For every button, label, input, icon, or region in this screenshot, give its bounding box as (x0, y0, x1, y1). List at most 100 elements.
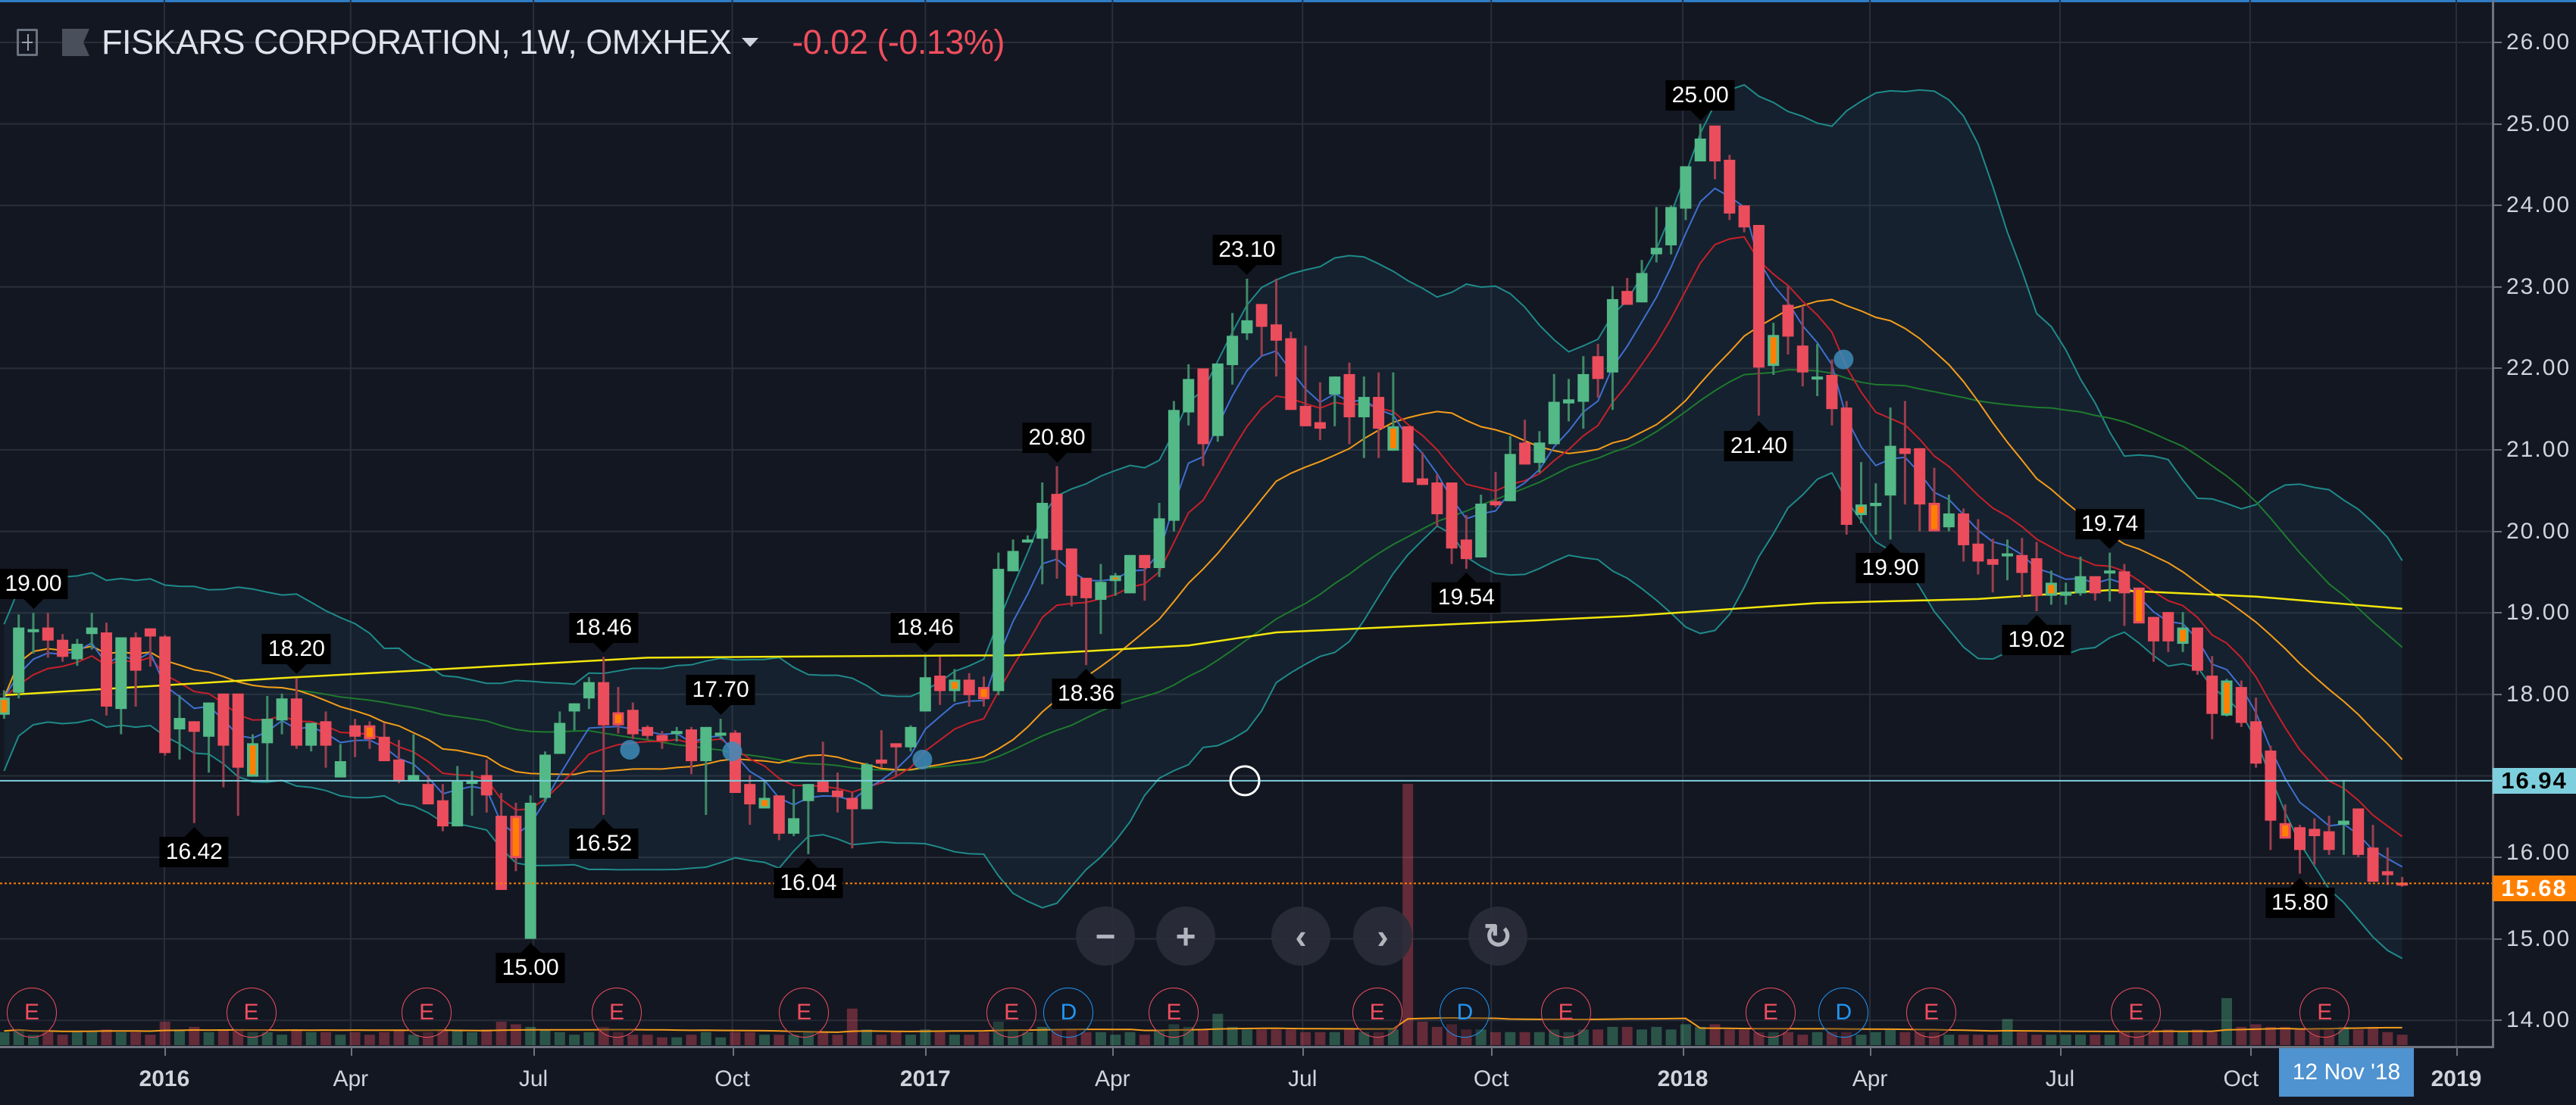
volume-bar (277, 1035, 288, 1045)
earnings-event-marker[interactable]: E (2299, 988, 2350, 1038)
dividend-event-marker[interactable]: D (1818, 988, 1869, 1038)
candle (949, 669, 961, 702)
candle-body (2148, 616, 2159, 641)
candle (1826, 359, 1838, 426)
time-tick-mark (1683, 1048, 1685, 1056)
volume-bar (2075, 1035, 2086, 1045)
candle-body (320, 721, 332, 746)
marker-value: 15.80 (2271, 889, 2329, 915)
marker-value: 19.54 (1437, 585, 1495, 610)
volume-bar (130, 1032, 142, 1045)
candle (2279, 804, 2291, 839)
candle (364, 721, 376, 749)
candle (1592, 344, 1604, 398)
volume-bar (452, 1029, 463, 1045)
earnings-event-marker[interactable]: E (226, 988, 277, 1038)
candle-body (1972, 543, 1984, 562)
candle (232, 693, 244, 816)
candle (1621, 277, 1633, 305)
volume-bar (291, 1029, 302, 1045)
volume-bar (1519, 1032, 1530, 1045)
candle-body (1636, 273, 1648, 303)
candle-body (480, 775, 492, 796)
volume-bar (846, 1008, 858, 1045)
marker-pointer (22, 598, 44, 610)
candle-body (832, 790, 843, 798)
candle (788, 788, 800, 837)
volume-bar (1271, 1029, 1282, 1045)
candle-body (174, 718, 186, 730)
chevron-down-icon[interactable] (742, 38, 759, 47)
scroll-right-button[interactable]: › (1353, 907, 1412, 966)
earnings-event-marker[interactable]: E (402, 988, 452, 1038)
zoom-in-button[interactable]: + (1156, 907, 1215, 966)
candle-body (393, 759, 405, 782)
candle-body (2323, 831, 2335, 851)
time-tick-mark (732, 1048, 734, 1056)
scroll-left-button[interactable]: ‹ (1271, 907, 1330, 966)
candle (1636, 260, 1648, 303)
candle (1460, 515, 1472, 570)
candle-body (1417, 478, 1428, 485)
dividend-event-marker[interactable]: D (1043, 988, 1094, 1038)
price-lines (0, 765, 2492, 885)
volume-bar (934, 1032, 946, 1045)
candle-body (890, 743, 902, 748)
signal-dot (620, 739, 640, 760)
zoom-out-button[interactable]: − (1076, 907, 1135, 966)
candle (27, 613, 39, 654)
expand-legend-icon[interactable] (17, 29, 38, 56)
earnings-event-marker[interactable]: E (7, 988, 58, 1038)
time-axis-border (0, 1046, 2494, 1048)
earnings-event-marker[interactable]: E (592, 988, 642, 1038)
earnings-event-marker[interactable]: E (1149, 988, 1199, 1038)
candle-highlight (1, 700, 8, 713)
candle-body (2294, 827, 2306, 851)
candle (1387, 372, 1399, 451)
candle-body (1139, 554, 1151, 569)
reset-chart-button[interactable]: ↻ (1468, 907, 1527, 966)
candle (1329, 376, 1341, 426)
candle (1972, 519, 1984, 575)
candle-body (1475, 504, 1487, 558)
volume-bar (101, 1029, 112, 1045)
earnings-event-marker[interactable]: E (779, 988, 830, 1038)
candle (846, 791, 858, 849)
volume-bar (1095, 1032, 1106, 1045)
volume-bar (656, 1037, 667, 1045)
candle-body (1036, 502, 1049, 539)
earnings-event-marker[interactable]: E (2111, 988, 2162, 1038)
marker-value: 19.02 (2008, 627, 2065, 653)
candle (1914, 448, 1926, 532)
candle (452, 766, 464, 827)
marker-pointer (710, 704, 732, 716)
earnings-event-marker[interactable]: E (1540, 988, 1591, 1038)
price-tick-label: 15.00 (2506, 926, 2571, 951)
candle (1153, 502, 1165, 577)
candle (1431, 474, 1443, 527)
volume-bar (2236, 1026, 2247, 1045)
volume-bar (876, 1035, 887, 1045)
candle (1285, 331, 1297, 410)
volume-bar (335, 1035, 346, 1045)
candle-body (2002, 553, 2013, 557)
candle-body (276, 698, 288, 721)
earnings-event-marker[interactable]: E (1906, 988, 1957, 1038)
earnings-event-marker[interactable]: E (986, 988, 1037, 1038)
low-price-marker: 19.02 (2002, 615, 2071, 656)
candle-body (554, 723, 566, 754)
volume-bar (2177, 1032, 2189, 1045)
earnings-event-marker[interactable]: E (1745, 988, 1796, 1038)
earnings-event-marker[interactable]: E (1352, 988, 1402, 1038)
volume-bar (1943, 1035, 1955, 1045)
dividend-event-marker[interactable]: D (1440, 988, 1490, 1038)
volume-bar (1505, 1032, 1516, 1045)
grid (0, 0, 2492, 1046)
price-tick-label: 21.00 (2506, 437, 2571, 462)
price-tick-mark (2494, 938, 2502, 940)
candle (1870, 483, 1882, 535)
symbol-title[interactable]: FISKARS CORPORATION, 1W, OMXHEX (102, 23, 732, 61)
candle-body (846, 798, 858, 810)
volume-bar (759, 1035, 770, 1045)
